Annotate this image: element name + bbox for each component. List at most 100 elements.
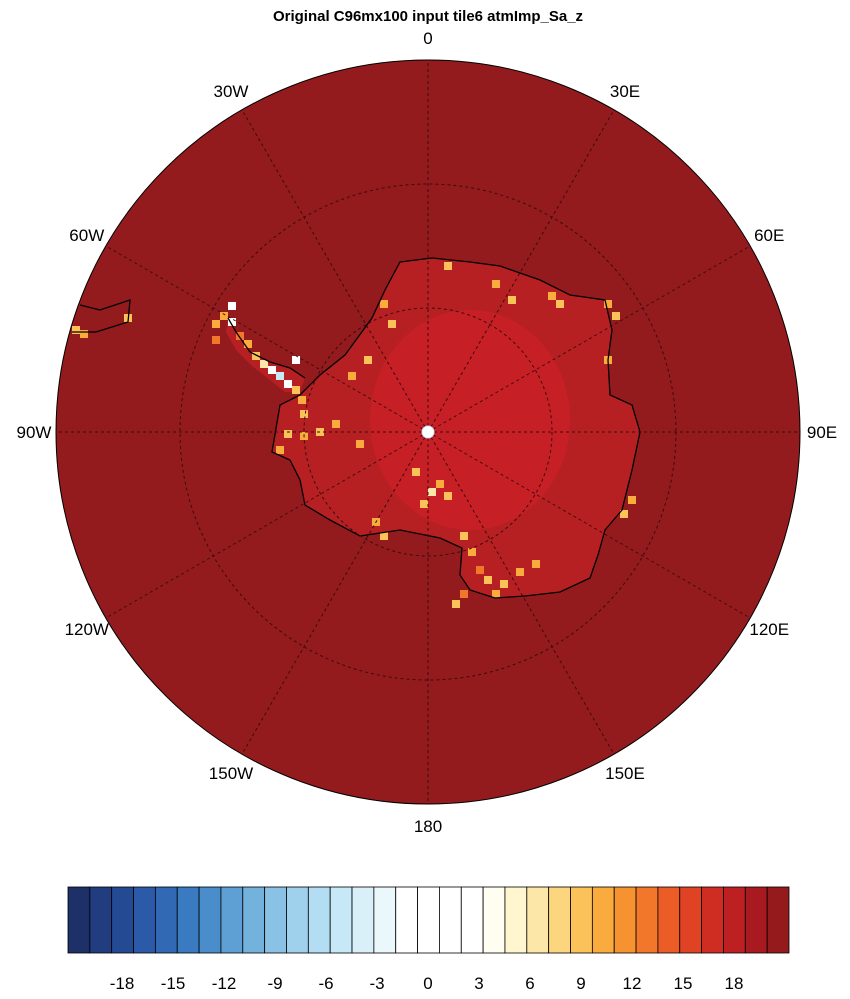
colorbar-swatch: [133, 886, 156, 954]
colorbar-tick-label: -3: [369, 974, 384, 993]
colorbar-swatch: [242, 886, 266, 954]
hotspot-cell: [292, 356, 300, 364]
meridian-line: [427, 431, 615, 755]
hotspot-cell: [500, 580, 508, 588]
hotspot-cell: [420, 500, 428, 508]
colorbar-swatch: [176, 886, 200, 954]
longitude-label: 0: [423, 29, 432, 48]
hotspot-cell: [428, 488, 436, 496]
hotspot-cell: [284, 430, 292, 438]
colorbar-tick-label: 12: [623, 974, 642, 993]
colorbar-tick-label: -6: [318, 974, 333, 993]
hotspot-cell: [556, 300, 564, 308]
hotspot-cell: [300, 410, 308, 418]
hotspot-cell: [492, 590, 500, 598]
colorbar-swatch: [198, 886, 222, 954]
hotspot-cell: [604, 300, 612, 308]
colorbar-tick-label: -12: [212, 974, 237, 993]
longitude-label: 60E: [754, 226, 784, 245]
colorbar-swatch: [351, 886, 375, 954]
hotspot-cell: [380, 532, 388, 540]
hotspot-cell: [516, 568, 524, 576]
colorbar-swatch: [460, 886, 484, 954]
colorbar-swatch: [526, 886, 550, 954]
colorbar-tick-label: 6: [525, 974, 534, 993]
colorbar-swatch: [679, 886, 703, 954]
longitude-label: 30E: [610, 82, 640, 101]
peninsula-coastline: [72, 299, 306, 379]
longitude-label: 150W: [209, 764, 253, 783]
hotspot-cell: [212, 320, 220, 328]
longitude-label: 30W: [214, 82, 249, 101]
colorbar-swatch: [89, 886, 113, 954]
hotspot-cell: [220, 312, 228, 320]
hotspot-cell: [620, 510, 628, 518]
hotspot-cell: [284, 380, 292, 388]
hotspot-cell: [212, 336, 220, 344]
colorbar-swatch: [417, 886, 440, 954]
hotspot-cell: [332, 420, 340, 428]
longitude-label: 150E: [605, 764, 645, 783]
hotspot-cell: [628, 496, 636, 504]
colorbar-swatch: [154, 886, 178, 954]
hotspot-cell: [548, 292, 556, 300]
hotspot-cell: [412, 468, 420, 476]
colorbar-tick-label: -18: [110, 974, 135, 993]
longitude-label: 90W: [17, 423, 52, 442]
colorbar-swatch: [548, 886, 571, 954]
graticule: [56, 60, 800, 804]
hotspot-cell: [268, 366, 276, 374]
hotspot-cell: [298, 396, 306, 404]
hotspot-cell: [460, 532, 468, 540]
colorbar-swatch: [373, 886, 397, 954]
colorbar-swatch: [723, 886, 746, 954]
colorbar-swatch: [701, 886, 724, 954]
hotspot-cell: [468, 548, 476, 556]
hotspot-cell: [260, 360, 268, 368]
hotspot-cell: [484, 576, 492, 584]
meridian-line: [427, 109, 615, 433]
colorbar-tick-label: 3: [474, 974, 483, 993]
map-title: Original C96mx100 input tile6 atmImp_Sa_…: [272, 8, 584, 25]
colorbar-swatch: [439, 886, 462, 954]
hotspot-cell: [452, 600, 460, 608]
colorbar-tick-label: -15: [161, 974, 186, 993]
hotspot-cell: [532, 560, 540, 568]
colorbar-swatch: [657, 886, 681, 954]
hotspot-cell: [292, 386, 300, 394]
hotspot-cell: [380, 300, 388, 308]
hotspot-cell: [508, 296, 516, 304]
hotspot-cell: [348, 372, 356, 380]
high-plateau: [370, 310, 570, 530]
meridian-line: [105, 431, 429, 619]
colorbar-swatch: [307, 886, 331, 954]
meridian-line: [241, 109, 429, 433]
colorbar-swatch: [67, 886, 91, 954]
colorbar-tick-label: 15: [674, 974, 693, 993]
south-pole-marker: [421, 425, 435, 439]
longitude-label: 120W: [65, 620, 109, 639]
colorbar-tick-label: -9: [267, 974, 282, 993]
meridian-line: [105, 245, 429, 433]
colorbar-swatch: [613, 886, 637, 954]
coastline: [271, 257, 641, 599]
colorbar-swatch: [766, 886, 790, 954]
hotspot-cell: [356, 440, 364, 448]
meridian-line: [427, 245, 751, 433]
antarctic-peninsula: [226, 318, 305, 392]
hotspot-cell: [72, 326, 80, 334]
colorbar-swatch: [395, 886, 418, 954]
hotspot-cell: [444, 262, 452, 270]
colorbar: -18 -15 -12 -9 -6 -3 0 3 6 9 12 15 18: [67, 886, 790, 993]
colorbar-swatch: [329, 886, 353, 954]
colorbar-swatch: [264, 886, 287, 954]
colorbar-swatch: [591, 886, 615, 954]
hotspot-cell: [476, 566, 484, 574]
colorbar-swatch: [111, 886, 134, 954]
hotspot-cell: [276, 446, 284, 454]
hotspot-cell: [244, 340, 252, 348]
colorbar-swatch: [220, 886, 244, 954]
hotspot-cell: [236, 332, 244, 340]
hotspot-cell: [276, 372, 284, 380]
